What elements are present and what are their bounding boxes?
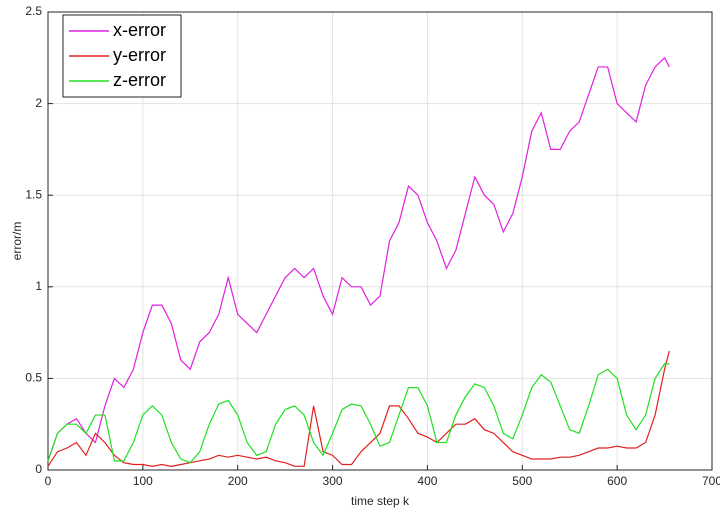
x-tick-label: 400 xyxy=(417,474,437,488)
y-tick-label: 0 xyxy=(35,462,42,476)
y-tick-label: 2.5 xyxy=(25,4,42,18)
y-tick-label: 2 xyxy=(35,96,42,110)
y-tick-label: 1 xyxy=(35,279,42,293)
legend-label: y-error xyxy=(113,45,166,65)
series-line xyxy=(47,56,670,462)
x-tick-label: 100 xyxy=(133,474,153,488)
x-tick-label: 500 xyxy=(512,474,532,488)
x-tick-label: 200 xyxy=(228,474,248,488)
plot-frame xyxy=(47,11,713,471)
y-axis-label: error/m xyxy=(10,222,24,261)
x-axis-label: time step k xyxy=(351,494,410,508)
legend-label: z-error xyxy=(113,70,166,90)
series-line xyxy=(47,350,670,467)
y-tick-label: 0.5 xyxy=(25,371,42,385)
series-line xyxy=(47,363,670,464)
y-tick-label: 1.5 xyxy=(25,187,42,201)
x-tick-label: 700 xyxy=(702,474,720,488)
x-tick-label: 0 xyxy=(45,474,52,488)
legend-label: x-error xyxy=(113,20,166,40)
x-tick-label: 600 xyxy=(607,474,627,488)
x-tick-label: 300 xyxy=(323,474,343,488)
